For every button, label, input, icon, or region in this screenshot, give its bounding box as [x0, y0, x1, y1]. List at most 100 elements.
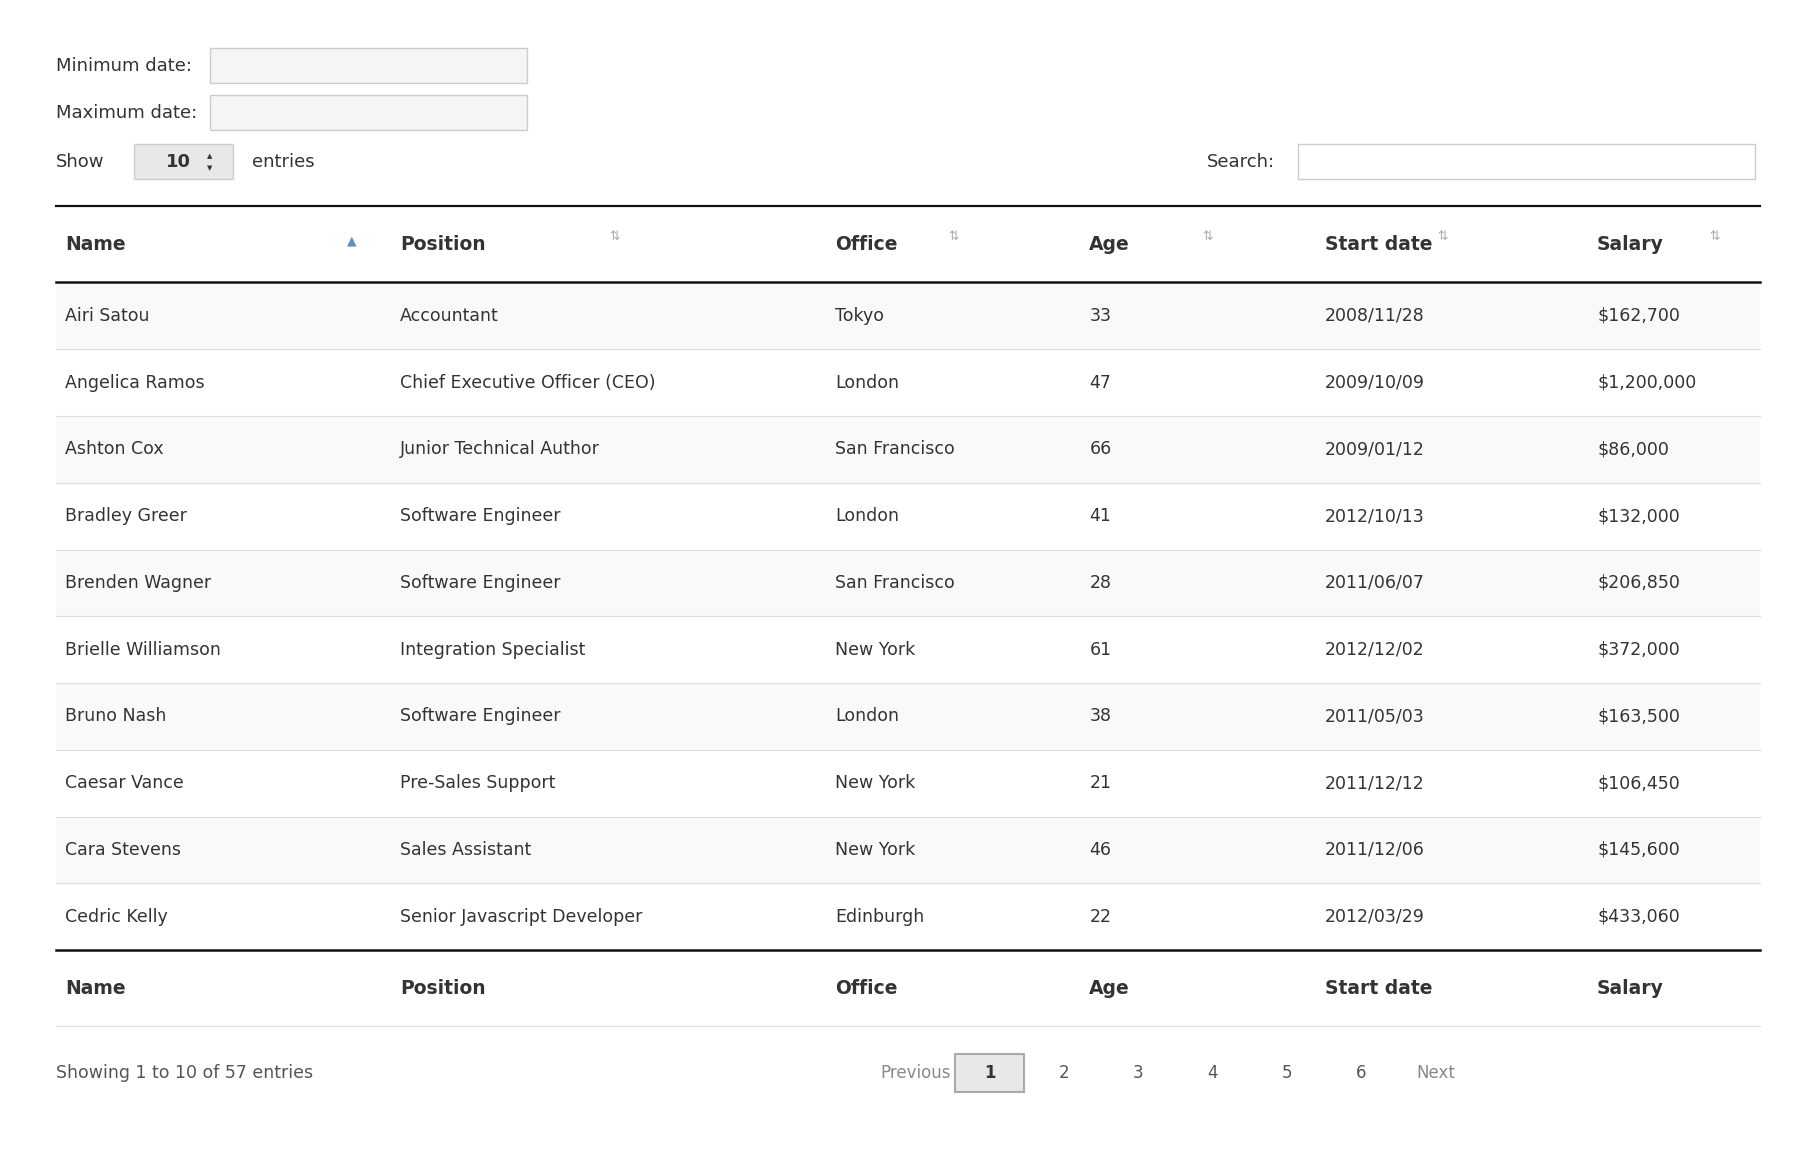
- FancyBboxPatch shape: [1298, 144, 1754, 180]
- Text: 66: 66: [1090, 440, 1111, 458]
- Text: Caesar Vance: Caesar Vance: [65, 774, 183, 792]
- Text: ▲: ▲: [207, 153, 212, 158]
- Text: Salary: Salary: [1596, 979, 1663, 998]
- Text: $162,700: $162,700: [1596, 306, 1680, 325]
- Text: Software Engineer: Software Engineer: [400, 507, 561, 525]
- Text: Sales Assistant: Sales Assistant: [400, 841, 532, 859]
- Text: Junior Technical Author: Junior Technical Author: [400, 440, 599, 458]
- Text: Edinburgh: Edinburgh: [835, 908, 924, 926]
- FancyBboxPatch shape: [56, 883, 1760, 950]
- Text: Integration Specialist: Integration Specialist: [400, 641, 587, 659]
- FancyBboxPatch shape: [56, 950, 1760, 1026]
- Text: Name: Name: [65, 979, 125, 998]
- FancyBboxPatch shape: [211, 95, 527, 130]
- Text: 2011/06/07: 2011/06/07: [1326, 574, 1426, 592]
- Text: 33: 33: [1090, 306, 1111, 325]
- Text: $145,600: $145,600: [1596, 841, 1680, 859]
- FancyBboxPatch shape: [56, 750, 1760, 817]
- Text: New York: New York: [835, 841, 915, 859]
- Text: Position: Position: [400, 235, 487, 254]
- Text: entries: entries: [252, 153, 314, 171]
- Text: Name: Name: [65, 235, 125, 254]
- Text: Age: Age: [1090, 235, 1130, 254]
- Text: Search:: Search:: [1208, 153, 1275, 171]
- Text: 2011/12/12: 2011/12/12: [1326, 774, 1426, 792]
- Text: Cara Stevens: Cara Stevens: [65, 841, 182, 859]
- Text: $1,200,000: $1,200,000: [1596, 373, 1696, 392]
- FancyBboxPatch shape: [134, 144, 234, 180]
- Text: Senior Javascript Developer: Senior Javascript Developer: [400, 908, 643, 926]
- Text: Pre-Sales Support: Pre-Sales Support: [400, 774, 556, 792]
- Text: 6: 6: [1357, 1064, 1367, 1082]
- Text: 10: 10: [167, 153, 191, 171]
- Text: 22: 22: [1090, 908, 1111, 926]
- Text: Start date: Start date: [1326, 979, 1433, 998]
- Text: Angelica Ramos: Angelica Ramos: [65, 373, 205, 392]
- Text: New York: New York: [835, 641, 915, 659]
- Text: 47: 47: [1090, 373, 1111, 392]
- Text: 5: 5: [1282, 1064, 1293, 1082]
- Text: 61: 61: [1090, 641, 1111, 659]
- Text: Tokyo: Tokyo: [835, 306, 884, 325]
- Text: 2012/10/13: 2012/10/13: [1326, 507, 1426, 525]
- Text: London: London: [835, 373, 899, 392]
- Text: $372,000: $372,000: [1596, 641, 1680, 659]
- Text: Minimum date:: Minimum date:: [56, 56, 192, 75]
- FancyBboxPatch shape: [211, 48, 527, 83]
- Text: San Francisco: San Francisco: [835, 574, 955, 592]
- Text: Maximum date:: Maximum date:: [56, 103, 196, 122]
- Text: 3: 3: [1133, 1064, 1144, 1082]
- Text: 46: 46: [1090, 841, 1111, 859]
- Text: ▲: ▲: [347, 235, 356, 248]
- FancyBboxPatch shape: [56, 207, 1760, 283]
- Text: 2012/12/02: 2012/12/02: [1326, 641, 1426, 659]
- Text: Age: Age: [1090, 979, 1130, 998]
- Text: Next: Next: [1416, 1064, 1455, 1082]
- Text: $132,000: $132,000: [1596, 507, 1680, 525]
- Text: Software Engineer: Software Engineer: [400, 574, 561, 592]
- FancyBboxPatch shape: [56, 349, 1760, 416]
- FancyBboxPatch shape: [56, 683, 1760, 750]
- Text: 21: 21: [1090, 774, 1111, 792]
- Text: Position: Position: [400, 979, 487, 998]
- Text: $86,000: $86,000: [1596, 440, 1669, 458]
- Text: 2011/12/06: 2011/12/06: [1326, 841, 1426, 859]
- Text: Accountant: Accountant: [400, 306, 499, 325]
- Text: 2009/10/09: 2009/10/09: [1326, 373, 1426, 392]
- Text: Brielle Williamson: Brielle Williamson: [65, 641, 222, 659]
- Text: Software Engineer: Software Engineer: [400, 708, 561, 726]
- Text: ⇅: ⇅: [608, 230, 619, 243]
- Text: ⇅: ⇅: [1202, 230, 1213, 243]
- Text: 2: 2: [1059, 1064, 1070, 1082]
- Text: Bradley Greer: Bradley Greer: [65, 507, 187, 525]
- Text: 2008/11/28: 2008/11/28: [1326, 306, 1426, 325]
- Text: 1: 1: [984, 1064, 995, 1082]
- Text: Previous: Previous: [881, 1064, 950, 1082]
- Text: Salary: Salary: [1596, 235, 1663, 254]
- Text: $206,850: $206,850: [1596, 574, 1680, 592]
- FancyBboxPatch shape: [56, 416, 1760, 483]
- Text: Bruno Nash: Bruno Nash: [65, 708, 167, 726]
- FancyBboxPatch shape: [56, 549, 1760, 616]
- Text: ⇅: ⇅: [948, 230, 959, 243]
- Text: ▼: ▼: [207, 164, 212, 170]
- Text: Office: Office: [835, 979, 897, 998]
- FancyBboxPatch shape: [56, 483, 1760, 549]
- Text: Cedric Kelly: Cedric Kelly: [65, 908, 167, 926]
- FancyBboxPatch shape: [56, 283, 1760, 349]
- Text: Office: Office: [835, 235, 897, 254]
- Text: $106,450: $106,450: [1596, 774, 1680, 792]
- Text: Airi Satou: Airi Satou: [65, 306, 149, 325]
- Text: San Francisco: San Francisco: [835, 440, 955, 458]
- Text: 2009/01/12: 2009/01/12: [1326, 440, 1426, 458]
- Text: Start date: Start date: [1326, 235, 1433, 254]
- FancyBboxPatch shape: [955, 1054, 1024, 1092]
- Text: ⇅: ⇅: [1709, 230, 1720, 243]
- Text: ⇅: ⇅: [1438, 230, 1447, 243]
- Text: 4: 4: [1208, 1064, 1219, 1082]
- Text: $163,500: $163,500: [1596, 708, 1680, 726]
- Text: 41: 41: [1090, 507, 1111, 525]
- Text: 2011/05/03: 2011/05/03: [1326, 708, 1426, 726]
- Text: $433,060: $433,060: [1596, 908, 1680, 926]
- Text: 38: 38: [1090, 708, 1111, 726]
